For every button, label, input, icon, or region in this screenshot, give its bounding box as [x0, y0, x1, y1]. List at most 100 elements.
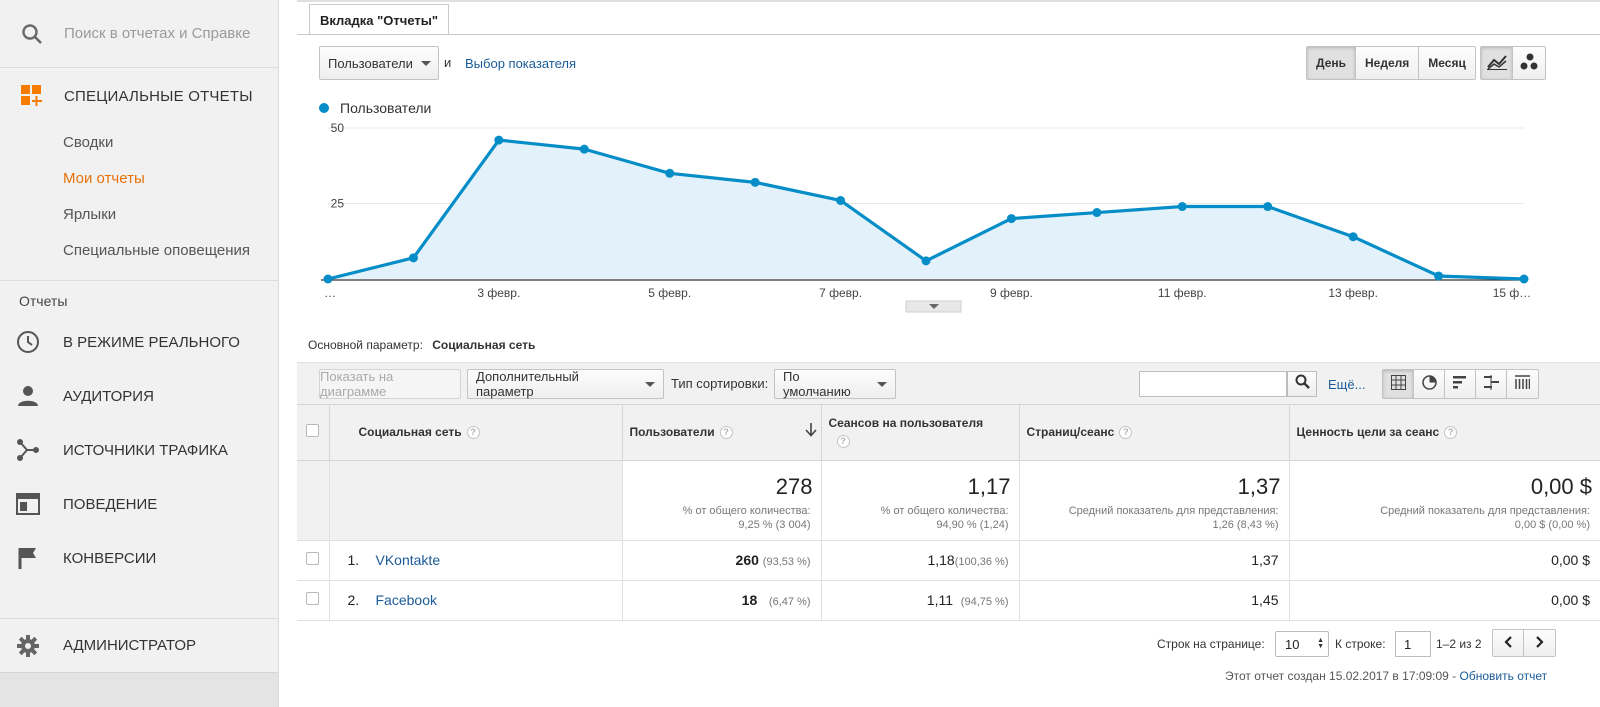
tab-reports[interactable]: Вкладка "Отчеты"	[309, 4, 450, 35]
data-point[interactable]	[1006, 214, 1016, 224]
pie-view-button[interactable]	[1414, 370, 1445, 398]
header-dimension[interactable]: Социальная сеть?	[329, 405, 623, 461]
more-link[interactable]: Ещё...	[1328, 377, 1366, 392]
line-chart-button[interactable]	[1481, 47, 1513, 79]
goto-row-input[interactable]: 1	[1395, 631, 1431, 657]
sort-type-label: Тип сортировки:	[671, 376, 769, 391]
motion-chart-button[interactable]	[1513, 47, 1545, 79]
row-checkbox[interactable]	[306, 592, 320, 605]
sidebar-item-admin[interactable]: АДМИНИСТРАТОР	[0, 618, 278, 672]
table-row: 1. VKontakte 260 (93,53 %) 1,18(100,36 %)…	[297, 540, 1600, 581]
sidebar-item-dashboards[interactable]: Сводки	[63, 133, 114, 151]
and-label: и	[444, 55, 452, 70]
period-day-button[interactable]: День	[1307, 47, 1356, 79]
table-toolbar: Показать на диаграмме Дополнительный пар…	[297, 362, 1600, 405]
help-icon[interactable]: ?	[719, 426, 733, 440]
data-point[interactable]	[1434, 271, 1444, 281]
search-icon[interactable]	[0, 23, 64, 45]
help-icon[interactable]: ?	[466, 426, 480, 440]
data-point[interactable]	[836, 195, 846, 205]
tab-divider	[297, 34, 1600, 35]
x-tick-label: 13 февр.	[1328, 286, 1378, 300]
data-point[interactable]	[408, 253, 418, 263]
x-tick-label: …	[324, 286, 336, 300]
table-view-selector	[1382, 369, 1539, 399]
chevron-down-icon	[877, 381, 887, 387]
metric-dropdown[interactable]: Пользователи	[319, 46, 439, 80]
row-users-pct: (93,53 %)	[762, 556, 811, 568]
header-pages-per-session[interactable]: Страниц/сеанс?	[1019, 405, 1290, 461]
legend-label: Пользователи	[340, 100, 432, 116]
sidebar-item-conversions[interactable]: КОНВЕРСИИ	[0, 531, 278, 585]
table-view-button[interactable]	[1383, 370, 1414, 398]
pivot-view-button[interactable]	[1507, 370, 1538, 398]
row-range-label: 1–2 из 2	[1436, 637, 1482, 651]
sidebar-item-shortcuts[interactable]: Ярлыки	[63, 205, 117, 223]
table-search-button[interactable]	[1287, 371, 1317, 397]
motion-chart-icon	[1519, 53, 1539, 74]
sidebar-item-alerts[interactable]: Специальные оповещения	[63, 241, 251, 259]
data-point[interactable]	[494, 135, 504, 145]
data-point[interactable]	[1263, 202, 1273, 212]
sort-type-value: По умолчанию	[783, 369, 851, 399]
data-point[interactable]	[665, 168, 675, 178]
performance-view-button[interactable]	[1445, 370, 1476, 398]
total-sessions: 1,17 % от общего количества: 94,90 % (1,…	[821, 460, 1020, 541]
sidebar-item-behavior[interactable]: ПОВЕДЕНИЕ	[0, 477, 278, 531]
acquisition-icon	[0, 438, 56, 462]
period-month-button[interactable]: Месяц	[1419, 47, 1475, 79]
primary-dimension-value[interactable]: Социальная сеть	[432, 338, 536, 352]
help-icon[interactable]: ?	[836, 435, 850, 448]
data-point[interactable]	[1092, 208, 1102, 218]
sidebar-item-acquisition[interactable]: ИСТОЧНИКИ ТРАФИКА	[0, 423, 278, 477]
total-sessions-value: 1,17	[967, 473, 1011, 499]
plot-rows-button[interactable]: Показать на диаграмме	[319, 369, 461, 399]
totals-blank	[329, 460, 623, 541]
data-point[interactable]	[1177, 202, 1187, 212]
select-metric-link[interactable]: Выбор показателя	[465, 56, 576, 71]
data-point[interactable]	[1519, 274, 1529, 284]
pivot-icon	[1515, 375, 1531, 393]
sidebar-item-audience[interactable]: АУДИТОРИЯ	[0, 369, 278, 423]
main-content: Вкладка "Отчеты" Пользователи и Выбор по…	[297, 0, 1600, 707]
comparison-view-button[interactable]	[1476, 370, 1507, 398]
help-icon[interactable]: ?	[1119, 426, 1133, 440]
sidebar-search-input[interactable]	[64, 25, 254, 42]
data-point[interactable]	[750, 177, 760, 187]
next-page-button[interactable]	[1524, 630, 1555, 656]
row-dimension-link[interactable]: VKontakte	[375, 552, 441, 568]
row-goal: 0,00 $	[1289, 540, 1600, 581]
refresh-report-link[interactable]: Обновить отчет	[1459, 669, 1548, 683]
data-point[interactable]	[579, 144, 589, 154]
totals-blank	[297, 460, 330, 541]
prev-page-button[interactable]	[1493, 630, 1524, 656]
row-checkbox[interactable]	[306, 552, 320, 565]
search-icon	[1295, 374, 1310, 394]
data-point[interactable]	[921, 256, 931, 266]
header-users[interactable]: Пользователи?	[622, 405, 822, 461]
table-row: 2. Facebook 18 (6,47 %) 1,11 (94,75 %) 1,…	[297, 580, 1600, 621]
secondary-dimension-dropdown[interactable]: Дополнительный параметр	[467, 369, 664, 399]
period-week-button[interactable]: Неделя	[1356, 47, 1420, 79]
data-point[interactable]	[323, 274, 333, 284]
custom-reports-section[interactable]: СПЕЦИАЛЬНЫЕ ОТЧЕТЫ	[0, 68, 278, 124]
grid-icon	[1390, 375, 1406, 393]
header-dimension-label: Социальная сеть	[358, 425, 462, 440]
header-sessions-per-user[interactable]: Сеансов на пользователя ?	[821, 405, 1020, 461]
header-goal-value[interactable]: Ценность цели за сеанс?	[1289, 405, 1600, 461]
sort-type-dropdown[interactable]: По умолчанию	[774, 369, 896, 399]
reports-section-title: Отчеты	[19, 293, 68, 309]
goto-row-label: К строке:	[1335, 637, 1386, 651]
report-footer: Этот отчет создан 15.02.2017 в 17:09:09 …	[1225, 669, 1547, 683]
data-point[interactable]	[1348, 232, 1358, 242]
rows-per-page-select[interactable]: 10 ▲ ▼	[1275, 631, 1329, 657]
total-pages-sub: Средний показатель для представления:	[1068, 504, 1279, 517]
sidebar-item-label: АУДИТОРИЯ	[63, 387, 154, 405]
chart-legend: Пользователи	[319, 100, 431, 116]
sidebar-item-realtime[interactable]: В РЕЖИМЕ РЕАЛЬНОГО	[0, 315, 278, 369]
help-icon[interactable]: ?	[1444, 426, 1458, 440]
select-all-checkbox[interactable]	[306, 424, 320, 438]
sidebar-item-my-reports[interactable]: Мои отчеты	[63, 169, 145, 187]
table-search-input[interactable]	[1139, 371, 1287, 397]
row-dimension-link[interactable]: Facebook	[375, 592, 437, 608]
